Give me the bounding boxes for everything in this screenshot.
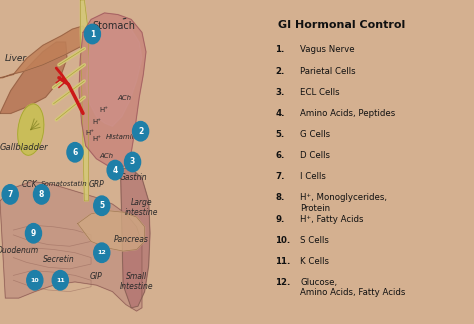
Text: 8.: 8. [275, 193, 285, 202]
Circle shape [26, 224, 42, 243]
Text: K Cells: K Cells [300, 257, 329, 266]
Text: D Cells: D Cells [300, 151, 330, 160]
Circle shape [34, 185, 50, 204]
Text: Gastrin: Gastrin [119, 173, 147, 182]
Text: 10: 10 [30, 278, 39, 283]
Text: Large
intestine: Large intestine [125, 198, 159, 217]
Polygon shape [80, 0, 88, 201]
Text: Pancreas: Pancreas [114, 235, 149, 244]
Ellipse shape [18, 104, 44, 155]
Circle shape [94, 243, 110, 262]
Circle shape [107, 160, 123, 180]
Text: S Cells: S Cells [300, 236, 329, 245]
Circle shape [125, 152, 141, 172]
Text: 9: 9 [31, 229, 36, 238]
Text: 3.: 3. [275, 88, 285, 97]
Text: 11: 11 [56, 278, 64, 283]
Text: 12.: 12. [275, 278, 291, 287]
Text: H⁺, Fatty Acids: H⁺, Fatty Acids [300, 214, 364, 224]
Circle shape [2, 185, 18, 204]
Text: H⁺, Monoglycerides,
Protein: H⁺, Monoglycerides, Protein [300, 193, 387, 213]
Text: Small
Intestine: Small Intestine [120, 272, 154, 291]
Polygon shape [86, 24, 142, 126]
Text: H⁺: H⁺ [92, 136, 101, 142]
Text: 12: 12 [97, 250, 106, 255]
Text: 4.: 4. [275, 109, 285, 118]
Text: H⁺: H⁺ [92, 119, 101, 124]
Text: GRP: GRP [89, 179, 104, 189]
Text: 7.: 7. [275, 172, 285, 181]
Text: Stomach: Stomach [92, 21, 135, 31]
Text: G Cells: G Cells [300, 130, 330, 139]
Polygon shape [0, 42, 67, 113]
Polygon shape [0, 26, 88, 78]
Text: Parietal Cells: Parietal Cells [300, 66, 356, 75]
Polygon shape [79, 13, 146, 168]
Text: GI Hormonal Control: GI Hormonal Control [277, 20, 405, 30]
Circle shape [27, 271, 43, 290]
Text: 5.: 5. [275, 130, 285, 139]
Text: Liver: Liver [4, 54, 27, 63]
Text: CCK: CCK [22, 179, 37, 189]
Text: H⁺: H⁺ [85, 131, 94, 136]
Circle shape [52, 271, 68, 290]
Text: 4: 4 [112, 166, 118, 175]
Circle shape [84, 24, 100, 44]
Circle shape [133, 122, 149, 141]
Circle shape [67, 143, 83, 162]
Text: 3: 3 [130, 157, 135, 167]
Circle shape [94, 196, 110, 215]
Text: Somatostatin: Somatostatin [41, 181, 88, 187]
Polygon shape [78, 211, 145, 251]
Text: 1: 1 [90, 29, 95, 39]
Text: Gallbladder: Gallbladder [0, 143, 48, 152]
Text: 9.: 9. [275, 214, 285, 224]
Text: 1.: 1. [275, 45, 285, 54]
Text: ECL Cells: ECL Cells [300, 88, 340, 97]
Text: 10.: 10. [275, 236, 291, 245]
Text: 7: 7 [8, 190, 13, 199]
Text: Vagus Nerve: Vagus Nerve [300, 45, 355, 54]
Text: 6.: 6. [275, 151, 285, 160]
Polygon shape [0, 181, 142, 311]
Text: Glucose,
Amino Acids, Fatty Acids: Glucose, Amino Acids, Fatty Acids [300, 278, 406, 297]
Text: H⁺: H⁺ [100, 107, 109, 113]
Text: Duodenum: Duodenum [0, 246, 38, 255]
Text: Histamine: Histamine [106, 134, 141, 140]
Text: 2: 2 [138, 127, 143, 136]
Text: 11.: 11. [275, 257, 291, 266]
Text: GIP: GIP [90, 272, 102, 281]
Text: Amino Acids, Peptides: Amino Acids, Peptides [300, 109, 395, 118]
Text: ACh: ACh [118, 95, 132, 101]
Text: Secretin: Secretin [43, 255, 74, 264]
Text: 2.: 2. [275, 66, 285, 75]
Text: I Cells: I Cells [300, 172, 326, 181]
Text: 5: 5 [99, 201, 104, 210]
Text: 6: 6 [73, 148, 78, 157]
Polygon shape [120, 168, 150, 308]
Text: 8: 8 [39, 190, 44, 199]
Text: ACh: ACh [100, 153, 114, 158]
